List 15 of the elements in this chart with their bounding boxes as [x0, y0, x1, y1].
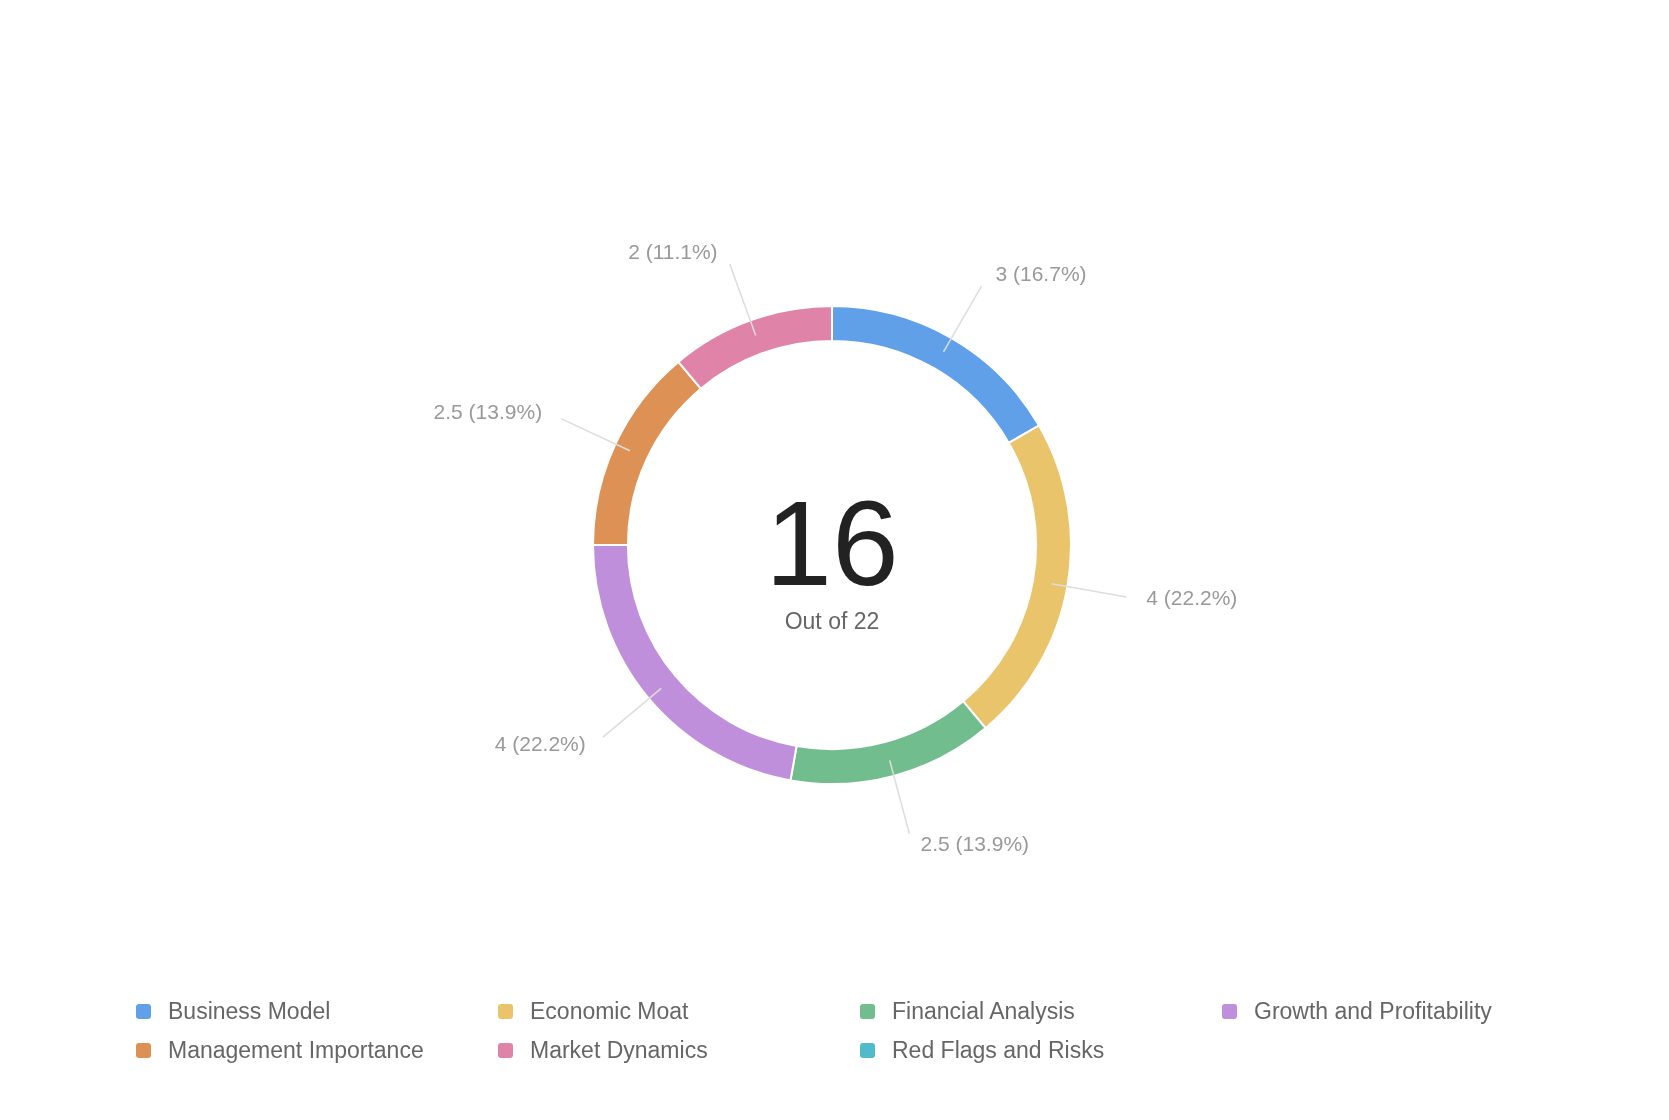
data-label: 4 (22.2%) — [1146, 585, 1238, 609]
legend-label: Economic Moat — [530, 998, 689, 1025]
legend-label: Red Flags and Risks — [892, 1037, 1105, 1064]
data-label: 2 (11.1%) — [628, 239, 718, 263]
text: Out of 22 — [784, 608, 880, 634]
data-label: 2.5 (13.9%) — [433, 400, 543, 424]
legend-label: Growth and Profitability — [1254, 998, 1492, 1025]
legend-label: Financial Analysis — [892, 998, 1075, 1025]
legend-label: Management Importance — [168, 1037, 424, 1064]
text: 16 — [765, 476, 899, 610]
data-label: 3 (16.7%) — [995, 262, 1087, 286]
data-label: 4 (22.2%) — [494, 731, 586, 755]
data-label: 2.5 (13.9%) — [920, 832, 1030, 856]
legend-label: Business Model — [168, 998, 331, 1025]
legend-label: Market Dynamics — [530, 1037, 708, 1064]
